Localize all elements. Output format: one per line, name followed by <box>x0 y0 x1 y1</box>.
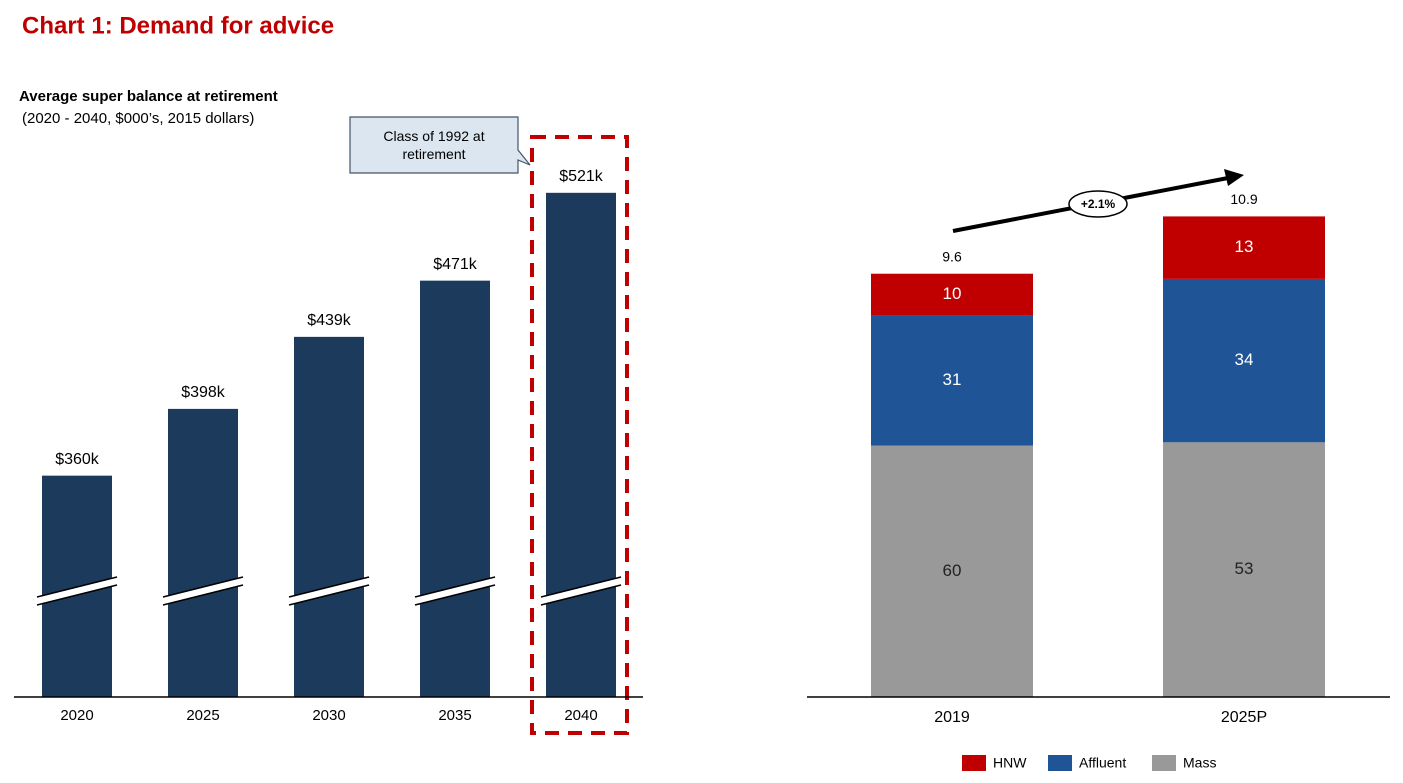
segment-label: 10 <box>943 284 962 303</box>
legend-swatch <box>1152 755 1176 771</box>
axis-break <box>415 577 495 605</box>
bar-segment <box>871 315 1033 446</box>
segment-label: 34 <box>1235 350 1254 369</box>
bar-segment <box>1163 216 1325 279</box>
bar-segment <box>871 445 1033 697</box>
value-label: $521k <box>559 168 604 185</box>
growth-label: +2.1% <box>1081 197 1116 211</box>
axis-break-edge <box>162 584 244 606</box>
axis-break <box>541 577 621 605</box>
value-label: $471k <box>433 256 478 273</box>
x-tick-label: 2025 <box>186 707 219 724</box>
x-tick-label: 2020 <box>60 707 93 724</box>
bar <box>546 192 616 698</box>
segment-label: 60 <box>943 561 962 580</box>
legend-swatch <box>962 755 986 771</box>
axis-break-edge <box>36 584 118 606</box>
callout-text: Class of 1992 at retirement <box>383 128 485 162</box>
legend-label: Mass <box>1183 755 1216 771</box>
axis-break-edge <box>414 576 496 598</box>
arrow-head <box>1224 169 1244 186</box>
chart-subtitle: (2020 - 2040, $000’s, 2015 dollars) <box>22 110 254 127</box>
bar-segment <box>1163 278 1325 443</box>
axis-break <box>163 577 243 605</box>
axis-break-edge <box>288 576 370 598</box>
value-label: $360k <box>55 451 100 468</box>
segment-label: 31 <box>943 370 962 389</box>
axis-break <box>289 577 369 605</box>
bar-segment <box>871 273 1033 316</box>
value-label: $439k <box>307 312 352 329</box>
x-tick-label: 2040 <box>564 707 597 724</box>
callout-box <box>349 116 531 174</box>
bar-segment <box>1163 442 1325 697</box>
x-tick-label: 2035 <box>438 707 471 724</box>
legend-label: HNW <box>993 755 1027 771</box>
value-label: $398k <box>181 384 226 401</box>
axis-break-edge <box>414 584 496 606</box>
x-tick-label: 2025P <box>1221 709 1267 726</box>
segment-label: 53 <box>1235 559 1254 578</box>
page-title: Chart 1: Demand for advice <box>22 12 334 39</box>
axis-break-edge <box>36 576 118 598</box>
chart-title: Average super balance at retirement <box>19 88 278 105</box>
x-tick-label: 2019 <box>934 709 970 726</box>
growth-bubble <box>1068 190 1128 218</box>
total-label: 9.6 <box>942 248 962 264</box>
axis-break-edge <box>540 584 622 606</box>
axis-break-edge <box>540 576 622 598</box>
legend-swatch <box>1048 755 1072 771</box>
bar <box>168 408 238 697</box>
segment-label: 13 <box>1235 237 1254 256</box>
highlight-box <box>530 135 629 735</box>
x-tick-label: 2030 <box>312 707 345 724</box>
axis-break <box>37 577 117 605</box>
axis-break-edge <box>288 584 370 606</box>
total-label: 10.9 <box>1230 191 1257 207</box>
legend-label: Affluent <box>1079 755 1126 771</box>
axis-break-edge <box>162 576 244 598</box>
bar <box>294 336 364 697</box>
bar <box>420 280 490 697</box>
